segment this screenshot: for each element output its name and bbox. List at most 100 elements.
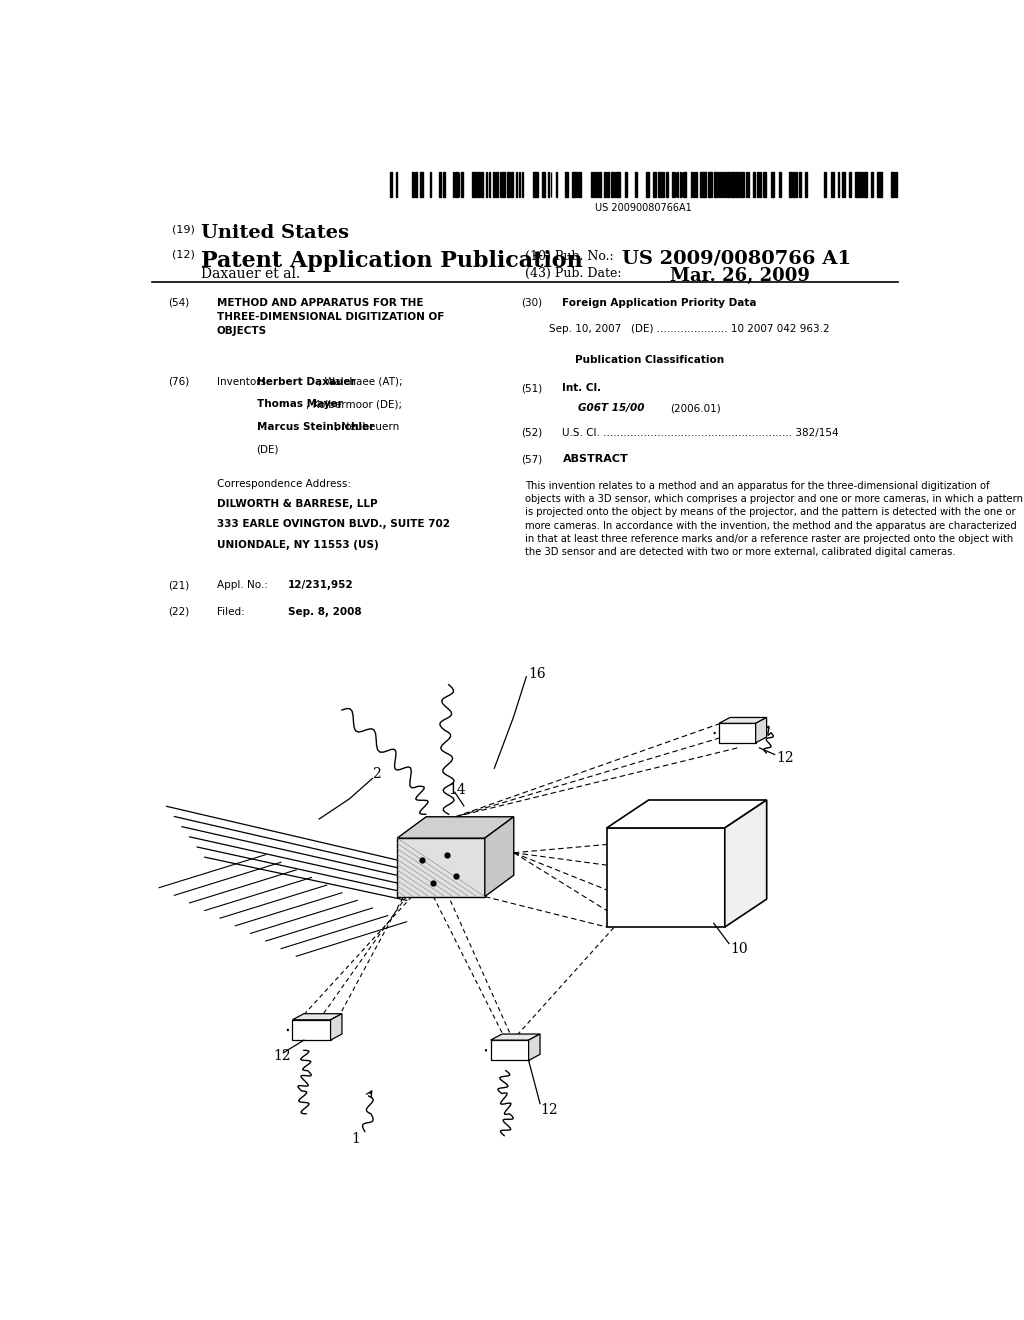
Bar bbox=[485, 172, 487, 197]
Bar bbox=[413, 172, 414, 197]
Bar bbox=[478, 172, 480, 197]
Text: (43) Pub. Date:: (43) Pub. Date: bbox=[524, 267, 622, 280]
Bar bbox=[700, 172, 702, 197]
Bar bbox=[657, 172, 660, 197]
Text: , Kolbermoor (DE);: , Kolbermoor (DE); bbox=[306, 399, 402, 409]
Bar bbox=[500, 172, 501, 197]
Text: (10) Pub. No.:: (10) Pub. No.: bbox=[524, 249, 613, 263]
Text: (12): (12) bbox=[172, 249, 195, 260]
Polygon shape bbox=[606, 800, 767, 828]
Bar bbox=[771, 172, 773, 197]
Bar bbox=[532, 172, 535, 197]
Bar bbox=[475, 172, 476, 197]
Text: Publication Classification: Publication Classification bbox=[574, 355, 724, 364]
Text: (DE): (DE) bbox=[257, 444, 280, 454]
Bar bbox=[522, 172, 523, 197]
Text: (21): (21) bbox=[168, 581, 189, 590]
Text: US 20090080766A1: US 20090080766A1 bbox=[596, 203, 692, 213]
Text: 2: 2 bbox=[373, 767, 381, 781]
Bar bbox=[757, 172, 759, 197]
Bar bbox=[849, 172, 851, 197]
Bar bbox=[511, 172, 513, 197]
Text: DILWORTH & BARRESE, LLP: DILWORTH & BARRESE, LLP bbox=[217, 499, 378, 510]
Text: Foreign Application Priority Data: Foreign Application Priority Data bbox=[562, 297, 757, 308]
Text: 333 EARLE OVINGTON BLVD., SUITE 702: 333 EARLE OVINGTON BLVD., SUITE 702 bbox=[217, 519, 450, 529]
Bar bbox=[575, 172, 577, 197]
Bar bbox=[606, 172, 609, 197]
Bar bbox=[591, 172, 593, 197]
Text: U.S. Cl. ........................................................ 382/154: U.S. Cl. ...............................… bbox=[562, 428, 839, 438]
Bar bbox=[571, 172, 574, 197]
Polygon shape bbox=[397, 817, 514, 838]
Text: (54): (54) bbox=[168, 297, 189, 308]
Bar bbox=[861, 172, 863, 197]
Circle shape bbox=[485, 1049, 486, 1051]
Bar bbox=[496, 172, 499, 197]
Bar bbox=[415, 172, 417, 197]
Bar bbox=[666, 172, 669, 197]
Bar bbox=[646, 172, 649, 197]
Bar bbox=[617, 172, 621, 197]
Polygon shape bbox=[293, 1020, 331, 1040]
Text: 16: 16 bbox=[528, 667, 546, 681]
Polygon shape bbox=[397, 838, 484, 896]
Text: 12: 12 bbox=[273, 1049, 291, 1064]
Text: ABSTRACT: ABSTRACT bbox=[563, 454, 629, 465]
Bar bbox=[703, 172, 707, 197]
Bar bbox=[518, 172, 520, 197]
Bar bbox=[691, 172, 692, 197]
Bar bbox=[760, 172, 761, 197]
Text: Sep. 10, 2007   (DE) ..................... 10 2007 042 963.2: Sep. 10, 2007 (DE) .....................… bbox=[549, 325, 829, 334]
Bar bbox=[711, 172, 712, 197]
Polygon shape bbox=[293, 1014, 342, 1020]
Text: 1: 1 bbox=[351, 1133, 360, 1146]
Text: Inventors:: Inventors: bbox=[217, 378, 269, 387]
Polygon shape bbox=[331, 1014, 342, 1040]
Circle shape bbox=[714, 733, 715, 734]
Text: 14: 14 bbox=[449, 783, 466, 796]
Bar bbox=[738, 172, 740, 197]
Text: Marcus Steinbichler: Marcus Steinbichler bbox=[257, 421, 374, 432]
Bar bbox=[604, 172, 605, 197]
Polygon shape bbox=[490, 1034, 540, 1040]
Bar bbox=[727, 172, 730, 197]
Polygon shape bbox=[490, 1040, 528, 1060]
Bar bbox=[763, 172, 766, 197]
Text: (57): (57) bbox=[521, 454, 542, 465]
Text: Patent Application Publication: Patent Application Publication bbox=[201, 249, 583, 272]
Text: Mar. 26, 2009: Mar. 26, 2009 bbox=[670, 267, 810, 285]
Text: (30): (30) bbox=[521, 297, 542, 308]
Bar bbox=[793, 172, 796, 197]
Bar bbox=[455, 172, 458, 197]
Bar bbox=[494, 172, 495, 197]
Text: Daxauer et al.: Daxauer et al. bbox=[201, 267, 300, 281]
Bar bbox=[858, 172, 860, 197]
Bar bbox=[788, 172, 792, 197]
Bar bbox=[662, 172, 665, 197]
Bar bbox=[779, 172, 781, 197]
Bar bbox=[653, 172, 656, 197]
Bar bbox=[805, 172, 807, 197]
Polygon shape bbox=[719, 723, 756, 743]
Bar bbox=[599, 172, 601, 197]
Bar bbox=[799, 172, 802, 197]
Text: UNIONDALE, NY 11553 (US): UNIONDALE, NY 11553 (US) bbox=[217, 540, 379, 549]
Text: , Walchaee (AT);: , Walchaee (AT); bbox=[318, 378, 403, 387]
Bar bbox=[714, 172, 717, 197]
Bar bbox=[438, 172, 441, 197]
Text: 12: 12 bbox=[540, 1102, 558, 1117]
Polygon shape bbox=[756, 718, 767, 743]
Text: (76): (76) bbox=[168, 378, 189, 387]
Text: G06T 15/00: G06T 15/00 bbox=[578, 404, 644, 413]
Text: Thomas Mayer: Thomas Mayer bbox=[257, 399, 342, 409]
Bar bbox=[880, 172, 883, 197]
Bar bbox=[855, 172, 857, 197]
Polygon shape bbox=[719, 718, 767, 723]
Bar bbox=[895, 172, 897, 197]
Bar bbox=[680, 172, 681, 197]
Bar bbox=[796, 172, 798, 197]
Bar bbox=[508, 172, 510, 197]
Text: (22): (22) bbox=[168, 607, 189, 616]
Bar bbox=[481, 172, 483, 197]
Bar bbox=[420, 172, 423, 197]
